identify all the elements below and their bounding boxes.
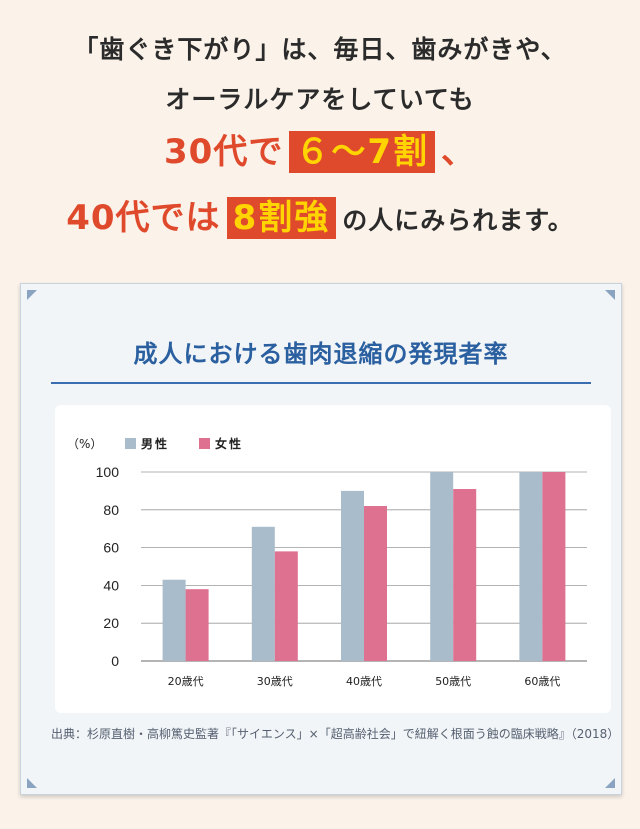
x-tick-label: 60歳代 xyxy=(524,675,560,688)
chart-title: 成人における歯肉退縮の発現者率 xyxy=(133,340,509,368)
corner-decoration xyxy=(27,290,37,300)
y-tick-label: 0 xyxy=(111,653,119,669)
headline-30s-label: 30代で xyxy=(164,132,284,172)
bar-male xyxy=(341,490,364,661)
y-unit-label: （%） xyxy=(67,437,102,451)
headline-line-4: 40代では 8割強 の人にみられます。 xyxy=(0,190,640,239)
legend-swatch xyxy=(199,438,210,449)
bar-male xyxy=(519,472,543,661)
headline-line-2: オーラルケアをしていても xyxy=(165,85,475,114)
x-tick-label: 40歳代 xyxy=(346,675,382,688)
y-tick-label: 80 xyxy=(103,502,119,518)
corner-decoration xyxy=(605,778,615,788)
headline-line-1: 「歯ぐき下がり」は、毎日、歯みがきや、 xyxy=(73,35,567,64)
bar-male xyxy=(162,579,186,661)
chart-card: 成人における歯肉退縮の発現者率 0 20 40 60 80 100 （%） 男性 女性 20歳代 3… xyxy=(20,283,622,795)
x-tick-label: 30歳代 xyxy=(257,675,293,688)
bar-male xyxy=(251,526,275,661)
legend-label: 女性 xyxy=(215,436,243,451)
x-tick-label: 20歳代 xyxy=(168,675,204,688)
x-tick-label: 50歳代 xyxy=(435,675,471,688)
headline-line-3: 30代で ６〜7割、 xyxy=(0,124,640,173)
bar-female xyxy=(274,551,298,661)
headline-30s-highlight: ６〜7割 xyxy=(289,131,435,173)
y-tick-label: 20 xyxy=(103,615,119,631)
y-tick-label: 100 xyxy=(96,464,120,480)
title-underline xyxy=(51,382,591,384)
headline-40s-label: 40代では xyxy=(66,198,221,238)
bar-chart: 0 20 40 60 80 100 （%） 男性 女性 20歳代 30歳代 40歳代 50歳代 60歳代 xyxy=(67,436,587,688)
source-citation: 出典：杉原直樹・高柳篤史監著『「サイエンス」×「超高齢社会」で紐解く根面う蝕の臨… xyxy=(51,727,620,741)
bar-male xyxy=(430,472,454,661)
corner-decoration xyxy=(605,290,615,300)
bar-female xyxy=(453,489,477,661)
bar-female xyxy=(542,472,566,661)
headline-comma: 、 xyxy=(441,132,476,172)
headline-tail: の人にみられます。 xyxy=(342,206,574,235)
bar-female xyxy=(185,589,209,661)
plot-area: 0 20 40 60 80 100 （%） 男性 女性 20歳代 30歳代 40歳代 50歳代 60歳代 xyxy=(55,405,611,713)
y-tick-label: 60 xyxy=(103,540,119,556)
legend-label: 男性 xyxy=(141,436,169,451)
corner-decoration xyxy=(27,778,37,788)
bar-female xyxy=(364,506,387,661)
headline-40s-highlight: 8割強 xyxy=(226,197,337,239)
y-tick-label: 40 xyxy=(103,577,119,593)
legend-swatch xyxy=(125,438,136,449)
